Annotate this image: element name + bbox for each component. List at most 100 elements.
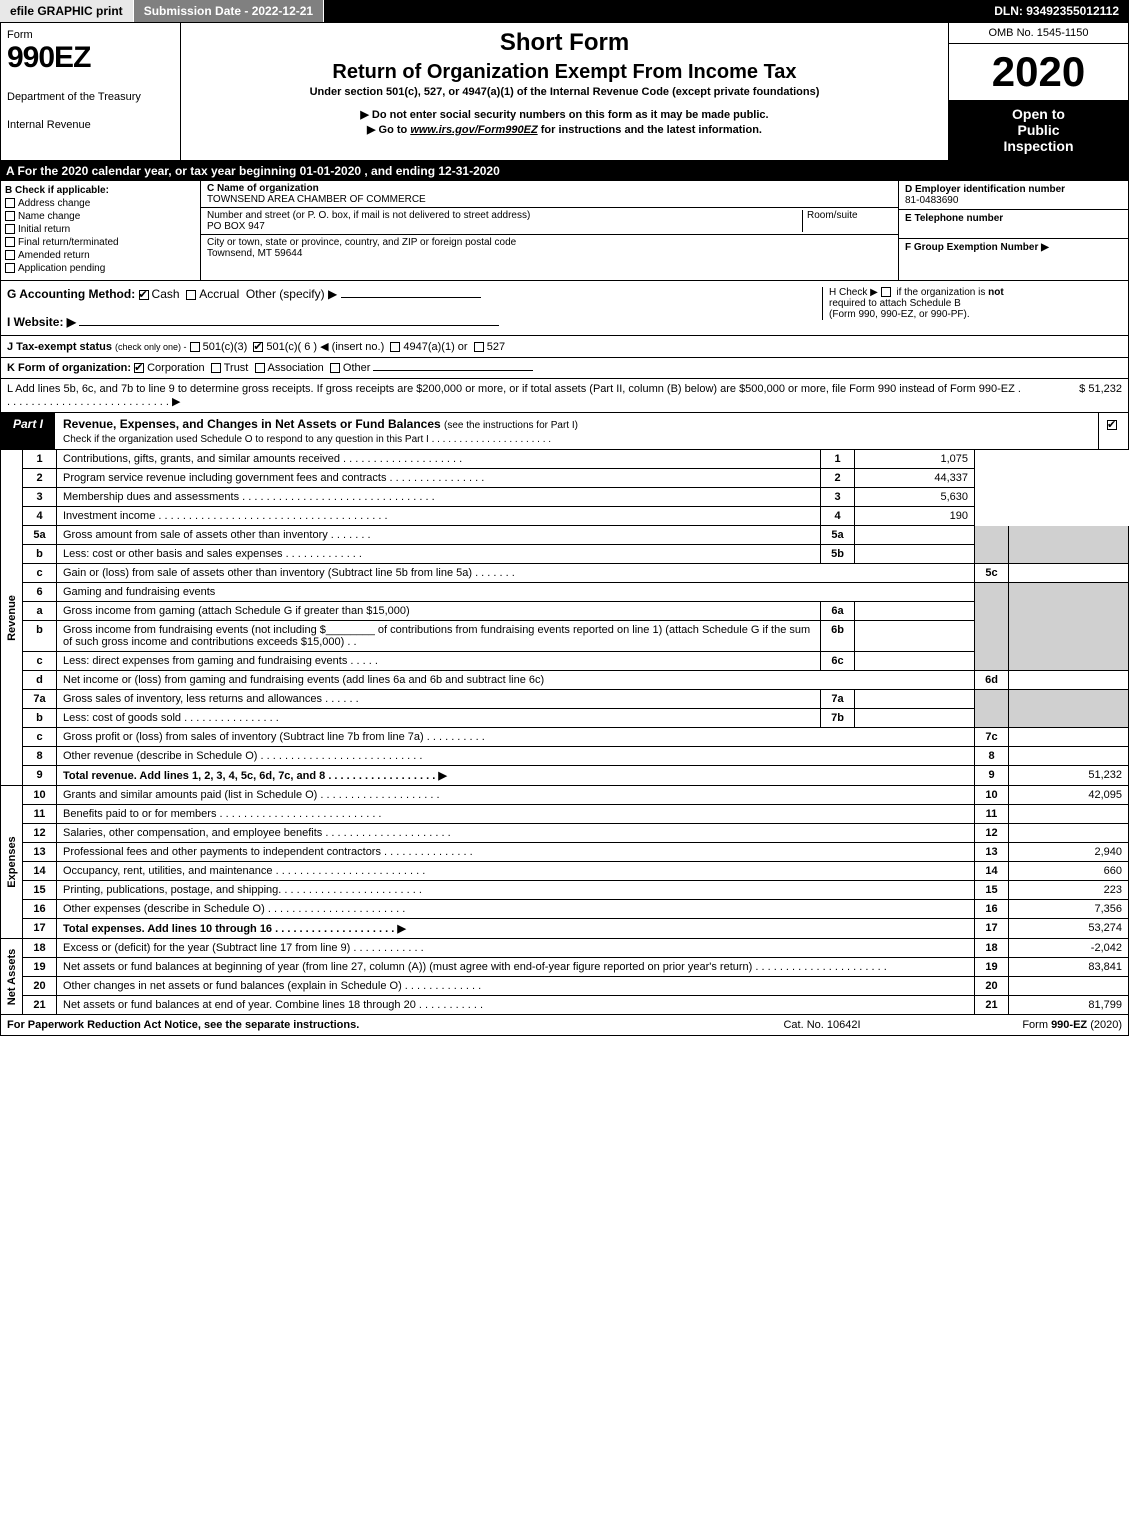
phone-cell: E Telephone number (899, 210, 1128, 239)
other-specify-line[interactable] (341, 297, 481, 298)
line-7c: cGross profit or (loss) from sales of in… (23, 728, 1129, 747)
line-19: 19Net assets or fund balances at beginni… (23, 958, 1129, 977)
website-line[interactable] (79, 325, 499, 326)
chk-final-return[interactable]: Final return/terminated (5, 237, 196, 248)
chk-527[interactable] (474, 342, 484, 352)
lbl-trust: Trust (224, 362, 249, 374)
chk-application-pending[interactable]: Application pending (5, 263, 196, 274)
line-7b: bLess: cost of goods sold . . . . . . . … (23, 709, 1129, 728)
line-11: 11Benefits paid to or for members . . . … (23, 805, 1129, 824)
line-8: 8Other revenue (describe in Schedule O) … (23, 747, 1129, 766)
line-a-period: A For the 2020 calendar year, or tax yea… (0, 161, 1129, 181)
title-short-form: Short Form (187, 29, 942, 57)
line-6b: bGross income from fundraising events (n… (23, 621, 1129, 652)
ein-label: D Employer identification number (905, 184, 1065, 195)
expenses-section: Expenses 10Grants and similar amounts pa… (0, 786, 1129, 939)
line-15: 15Printing, publications, postage, and s… (23, 881, 1129, 900)
org-city-cell: City or town, state or province, country… (201, 235, 898, 261)
vlabel-netassets: Net Assets (0, 939, 22, 1015)
tax-year: 2020 (949, 44, 1128, 100)
efile-print-button[interactable]: efile GRAPHIC print (0, 0, 134, 22)
chk-initial-return[interactable]: Initial return (5, 224, 196, 235)
chk-accrual[interactable] (186, 290, 196, 300)
box-def: D Employer identification number 81-0483… (898, 181, 1128, 280)
line-10: 10Grants and similar amounts paid (list … (23, 786, 1129, 805)
chk-address-change[interactable]: Address change (5, 198, 196, 209)
chk-corporation[interactable] (134, 363, 144, 373)
h-pre: H Check ▶ (829, 287, 878, 298)
lbl-association: Association (268, 362, 324, 374)
line-3: 3Membership dues and assessments . . . .… (23, 488, 1129, 507)
irs-link[interactable]: www.irs.gov/Form990EZ (410, 124, 537, 136)
header-right: OMB No. 1545-1150 2020 Open to Public In… (948, 23, 1128, 160)
dln-label: DLN: 93492355012112 (984, 0, 1129, 22)
part1-sub: (see the instructions for Part I) (444, 420, 578, 431)
line-16: 16Other expenses (describe in Schedule O… (23, 900, 1129, 919)
line-7a: 7aGross sales of inventory, less returns… (23, 690, 1129, 709)
other-form-line[interactable] (373, 370, 533, 371)
chk-501c3[interactable] (190, 342, 200, 352)
chk-schedule-b[interactable] (881, 287, 891, 297)
part1-title: Revenue, Expenses, and Changes in Net As… (55, 413, 1098, 449)
part1-check-box[interactable] (1098, 413, 1128, 449)
line-12: 12Salaries, other compensation, and empl… (23, 824, 1129, 843)
accounting-method: G Accounting Method: Cash Accrual Other … (7, 287, 822, 329)
form-word: Form (7, 29, 174, 41)
goto-link-line: ▶ Go to www.irs.gov/Form990EZ for instru… (187, 123, 942, 136)
chk-cash[interactable] (139, 290, 149, 300)
submission-date: Submission Date - 2022-12-21 (134, 0, 324, 22)
form-number: 990EZ (7, 41, 174, 75)
lbl-other: Other (specify) ▶ (246, 287, 337, 301)
row-gh: G Accounting Method: Cash Accrual Other … (0, 281, 1129, 336)
row-l: L Add lines 5b, 6c, and 7b to line 9 to … (0, 379, 1129, 413)
chk-amended-return[interactable]: Amended return (5, 250, 196, 261)
lbl-corporation: Corporation (147, 362, 204, 374)
line-6: 6Gaming and fundraising events (23, 583, 1129, 602)
line-6c: cLess: direct expenses from gaming and f… (23, 652, 1129, 671)
revenue-table: 1Contributions, gifts, grants, and simil… (22, 450, 1129, 786)
omb-number: OMB No. 1545-1150 (949, 23, 1128, 44)
lbl-527: 527 (487, 341, 505, 353)
chk-name-change[interactable]: Name change (5, 211, 196, 222)
title-section-note: Under section 501(c), 527, or 4947(a)(1)… (187, 86, 942, 98)
box-b-label: B Check if applicable: (5, 185, 109, 196)
line-17: 17Total expenses. Add lines 10 through 1… (23, 919, 1129, 939)
lbl-accrual: Accrual (199, 287, 239, 301)
line-2: 2Program service revenue including gover… (23, 469, 1129, 488)
line-5b: bLess: cost or other basis and sales exp… (23, 545, 1129, 564)
org-address: PO BOX 947 (207, 221, 265, 232)
l-amount: $ 51,232 (1022, 383, 1122, 408)
entity-box: B Check if applicable: Address change Na… (0, 181, 1129, 281)
line-14: 14Occupancy, rent, utilities, and mainte… (23, 862, 1129, 881)
inspect-1: Open to (955, 106, 1122, 122)
j-sub: (check only one) - (115, 342, 187, 352)
chk-other-form[interactable] (330, 363, 340, 373)
h-line3: (Form 990, 990-EZ, or 990-PF). (829, 309, 970, 320)
city-label: City or town, state or province, country… (207, 237, 516, 248)
topbar-spacer (324, 0, 984, 22)
goto-pre: ▶ Go to (367, 124, 410, 136)
j-label: J Tax-exempt status (7, 341, 112, 353)
phone-label: E Telephone number (905, 213, 1003, 224)
dept-treasury: Department of the Treasury (7, 91, 174, 103)
ssn-warning: ▶ Do not enter social security numbers o… (187, 108, 942, 121)
row-k: K Form of organization: Corporation Trus… (0, 358, 1129, 379)
room-suite-label: Room/suite (802, 210, 892, 232)
g-label: G Accounting Method: (7, 287, 135, 301)
chk-association[interactable] (255, 363, 265, 373)
line-9: 9Total revenue. Add lines 1, 2, 3, 4, 5c… (23, 766, 1129, 786)
line-20: 20Other changes in net assets or fund ba… (23, 977, 1129, 996)
line-18: 18Excess or (deficit) for the year (Subt… (23, 939, 1129, 958)
line-4: 4Investment income . . . . . . . . . . .… (23, 507, 1129, 526)
box-b: B Check if applicable: Address change Na… (1, 181, 201, 280)
chk-4947[interactable] (390, 342, 400, 352)
k-label: K Form of organization: (7, 362, 131, 374)
chk-trust[interactable] (211, 363, 221, 373)
line-5c: cGain or (loss) from sale of assets othe… (23, 564, 1129, 583)
line-1: 1Contributions, gifts, grants, and simil… (23, 450, 1129, 469)
chk-501c[interactable] (253, 342, 263, 352)
h-mid: if the organization is (896, 287, 988, 298)
topbar: efile GRAPHIC print Submission Date - 20… (0, 0, 1129, 22)
lbl-501c3: 501(c)(3) (203, 341, 248, 353)
cat-no: Cat. No. 10642I (722, 1019, 922, 1031)
